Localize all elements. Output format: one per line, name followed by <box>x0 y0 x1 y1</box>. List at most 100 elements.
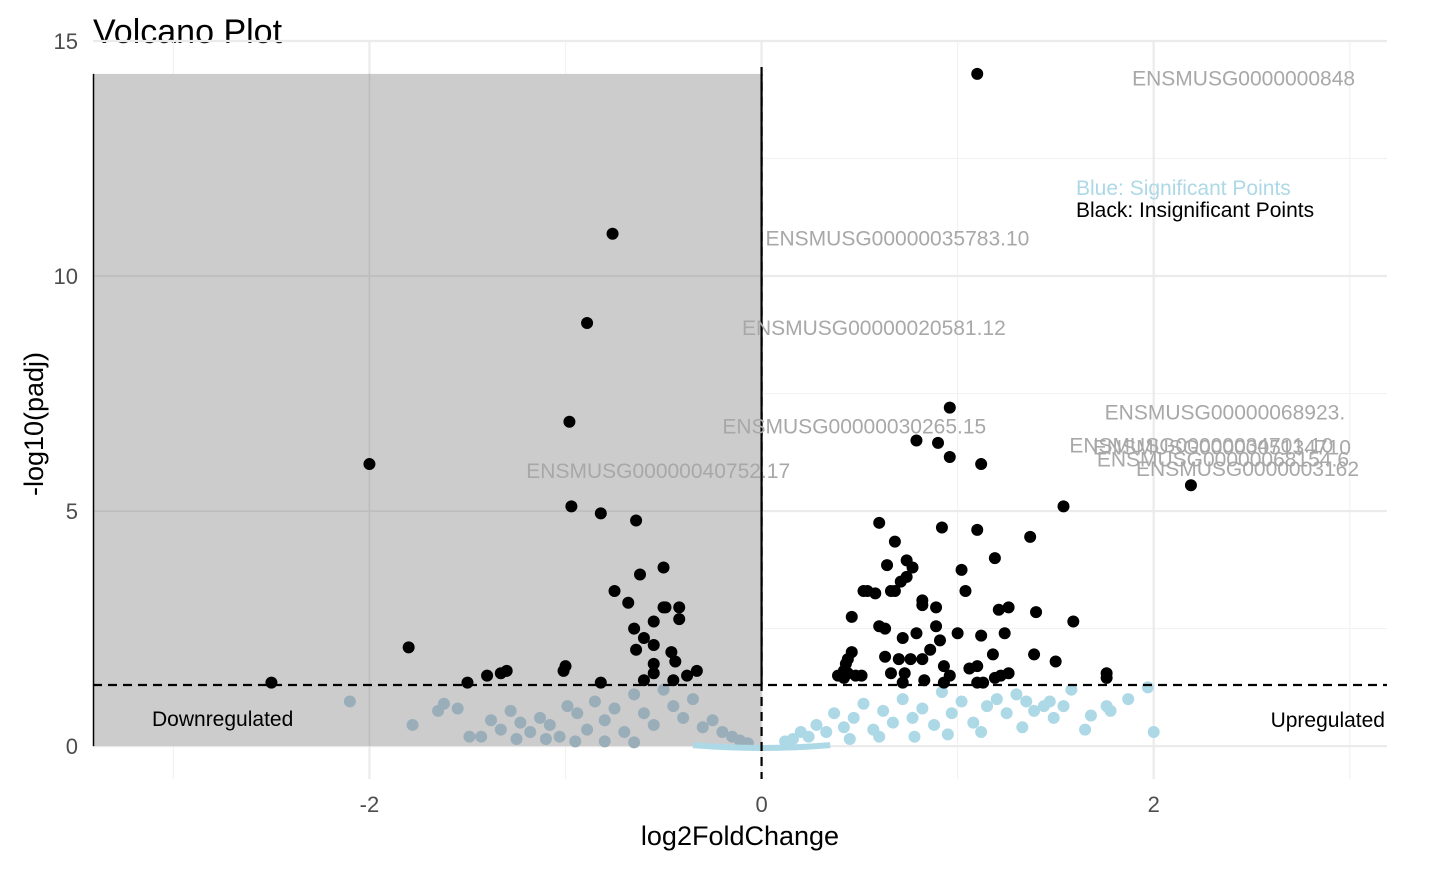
data-point <box>1122 693 1135 706</box>
data-point <box>628 736 641 749</box>
y-tick-label: 15 <box>54 29 78 54</box>
y-tick-label: 0 <box>66 734 78 759</box>
data-point <box>943 401 956 414</box>
data-point <box>1079 723 1092 736</box>
data-point <box>906 561 919 574</box>
data-point <box>539 733 552 746</box>
data-point <box>879 650 892 663</box>
data-point <box>637 707 650 720</box>
data-point <box>514 716 527 729</box>
data-point <box>945 707 958 720</box>
data-point <box>637 631 650 644</box>
data-point <box>1067 615 1080 628</box>
data-point <box>981 700 994 713</box>
data-point <box>432 704 445 717</box>
data-point <box>588 695 601 708</box>
data-point <box>647 657 660 670</box>
data-point <box>869 587 882 600</box>
data-point <box>594 676 607 689</box>
x-tick-label: 0 <box>755 792 767 817</box>
data-point <box>935 686 948 699</box>
data-point <box>630 643 643 656</box>
data-point <box>686 693 699 706</box>
data-point <box>543 718 556 731</box>
data-point <box>581 317 594 330</box>
data-point <box>955 563 968 576</box>
data-point <box>971 67 984 80</box>
data-point <box>894 575 907 588</box>
data-point <box>967 716 980 729</box>
data-point <box>906 711 919 724</box>
data-point <box>837 671 850 684</box>
data-point <box>896 693 909 706</box>
data-point <box>1100 700 1113 713</box>
data-point <box>581 723 594 736</box>
data-point <box>828 707 841 720</box>
gene-label: ENSMUSG00000035783.10 <box>765 227 1029 250</box>
data-point <box>1020 695 1033 708</box>
data-point <box>955 695 968 708</box>
data-point <box>857 697 870 710</box>
data-point <box>873 730 886 743</box>
data-point <box>896 631 909 644</box>
data-point <box>937 660 950 673</box>
data-point <box>794 725 807 738</box>
data-point <box>363 458 376 471</box>
data-point <box>463 730 476 743</box>
data-point <box>494 667 507 680</box>
data-point <box>677 711 690 724</box>
data-point <box>959 584 972 597</box>
data-point <box>910 627 923 640</box>
data-point <box>681 669 694 682</box>
data-point <box>563 415 576 428</box>
data-point <box>1028 648 1041 661</box>
downregulated-label: Downregulated <box>152 708 293 731</box>
data-point <box>1147 725 1160 738</box>
data-point <box>951 627 964 640</box>
data-point <box>924 643 937 656</box>
data-point <box>933 634 946 647</box>
data-point <box>908 730 921 743</box>
data-point <box>975 458 988 471</box>
gene-label: ENSMUSG0000005134710 <box>1093 437 1351 460</box>
data-point <box>534 711 547 724</box>
data-point <box>565 500 578 513</box>
data-point <box>892 653 905 666</box>
data-point <box>1084 709 1097 722</box>
data-point <box>810 718 823 731</box>
data-point <box>855 669 868 682</box>
data-point <box>461 676 474 689</box>
data-point <box>916 599 929 612</box>
data-point <box>930 601 943 614</box>
data-point <box>820 725 833 738</box>
data-point <box>932 436 945 449</box>
data-point <box>1049 655 1062 668</box>
data-point <box>977 676 990 689</box>
data-point <box>1047 711 1060 724</box>
gene-annotations: ENSMUSG0000000848 ENSMUSG00000035783.10 EN… <box>526 68 1359 484</box>
data-point <box>873 516 886 529</box>
data-point <box>1057 700 1070 713</box>
data-point <box>1100 671 1113 684</box>
data-point <box>918 674 931 687</box>
data-point <box>888 584 901 597</box>
data-point <box>657 683 670 696</box>
data-point <box>943 451 956 464</box>
data-point <box>886 716 899 729</box>
data-point <box>716 725 729 738</box>
data-point <box>673 601 686 614</box>
data-point <box>265 676 278 689</box>
data-point <box>1010 688 1023 701</box>
data-point <box>667 674 680 687</box>
data-point <box>1002 601 1015 614</box>
data-point <box>553 730 566 743</box>
x-tick-label: 2 <box>1148 792 1160 817</box>
data-point <box>1043 695 1056 708</box>
data-point <box>971 523 984 536</box>
x-axis-title: log2FoldChange <box>641 821 839 851</box>
data-point <box>963 662 976 675</box>
data-point <box>622 596 635 609</box>
data-point <box>975 725 988 738</box>
